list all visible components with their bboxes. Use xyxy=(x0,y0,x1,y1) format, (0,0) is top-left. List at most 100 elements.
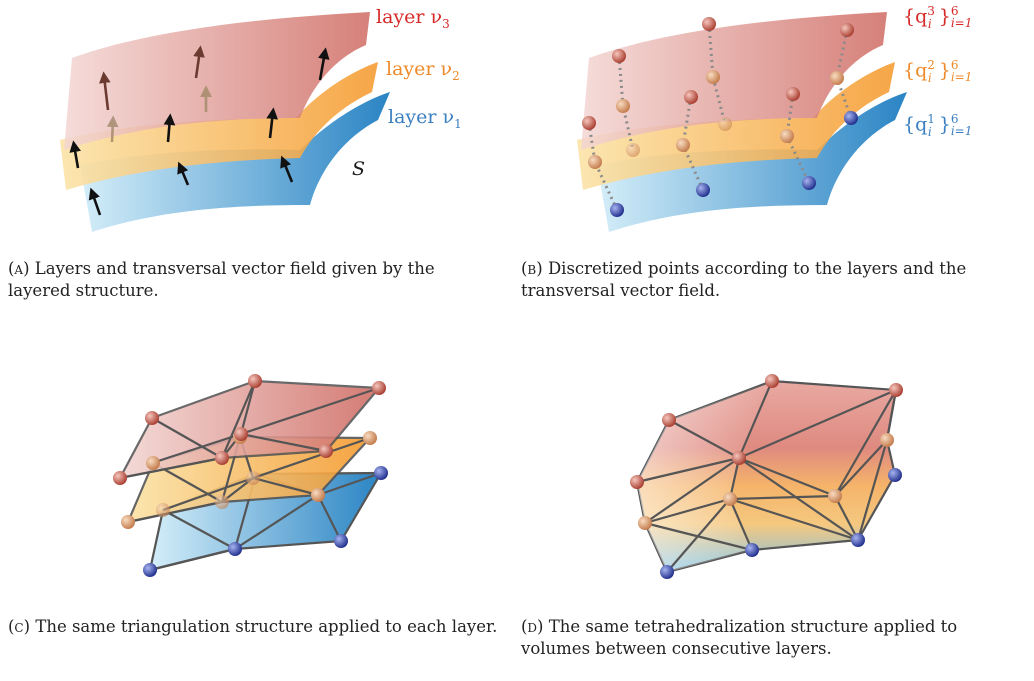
mesh-edge xyxy=(856,439,889,541)
arrow xyxy=(163,113,176,143)
mesh-vertices xyxy=(113,374,388,577)
points-layer-2 xyxy=(588,70,844,169)
vertex-layer-1 xyxy=(334,534,348,548)
layer-2-surface xyxy=(577,62,895,190)
panel-b: {q3i} 6 i=1 {q2i} 6 i=1 {q1i} 6 i=1 (b) Discre… xyxy=(517,0,1034,330)
vertex-layer-2 xyxy=(215,495,229,509)
mesh-edge xyxy=(834,389,897,497)
panel-d: (d) The same tetrahedralization structur… xyxy=(517,360,1034,681)
layer-2-surface xyxy=(60,62,378,190)
point-q1 xyxy=(626,143,640,157)
point-q2 xyxy=(676,138,690,152)
point-q2 xyxy=(616,99,630,113)
point-q1 xyxy=(610,203,624,217)
vertex-layer-3 xyxy=(732,451,746,465)
point-q3 xyxy=(582,116,596,130)
vertex-layer-2 xyxy=(311,488,325,502)
arrow xyxy=(106,115,119,143)
vertex-layer-2 xyxy=(638,516,652,530)
vertex-layer-2 xyxy=(723,492,737,506)
arrow xyxy=(99,71,111,111)
layer-1-label: layer ν1 xyxy=(388,106,462,131)
arrow xyxy=(266,107,279,139)
panel-d-figure xyxy=(630,374,903,579)
mesh-edge xyxy=(644,457,740,524)
arrow xyxy=(318,47,330,81)
panel-b-figure xyxy=(577,12,907,232)
vertex-layer-1 xyxy=(888,468,902,482)
point-q3 xyxy=(684,90,698,104)
set-1-label: {q1i} 6 i=1 xyxy=(903,112,973,140)
panel-c: (c) The same triangulation structure app… xyxy=(0,360,517,681)
mesh-edge xyxy=(151,432,242,465)
point-q2 xyxy=(830,71,844,85)
arrow xyxy=(177,161,190,186)
vertex-layer-3 xyxy=(662,413,676,427)
vertex-layer-2 xyxy=(363,431,377,445)
points-layer-1 xyxy=(610,111,858,217)
point-q2 xyxy=(780,129,794,143)
vertex-layer-3 xyxy=(248,374,262,388)
arrow xyxy=(69,140,81,169)
layer-2-label: layer ν2 xyxy=(386,58,460,83)
caption-a: (a) Layers and transversal vector field … xyxy=(8,259,435,300)
caption-b: (b) Discretized points according to the … xyxy=(521,259,967,300)
vertex-layer-3 xyxy=(234,427,248,441)
layer-3-surface xyxy=(581,12,887,150)
volume-highlight xyxy=(637,381,772,572)
mesh-edge xyxy=(162,476,254,512)
panel-a: layer ν3 layer ν2 layer ν1 S (a) Layers … xyxy=(0,0,517,330)
mesh-edge xyxy=(644,521,753,552)
vertex-layer-1 xyxy=(374,466,388,480)
arrow xyxy=(193,45,205,79)
panel-c-figure xyxy=(113,374,388,577)
vertex-layer-3 xyxy=(319,444,333,458)
mesh-edge xyxy=(149,547,236,572)
point-q2 xyxy=(588,155,602,169)
point-q2 xyxy=(706,70,720,84)
vertex-layer-3 xyxy=(765,374,779,388)
vertex-layer-2 xyxy=(146,456,160,470)
panel-a-figure xyxy=(60,12,390,232)
dotted-line xyxy=(707,23,727,125)
transversal-arrows xyxy=(69,45,330,216)
vertex-layer-1 xyxy=(228,542,242,556)
points-layer-3 xyxy=(582,17,854,130)
layer-1-surface xyxy=(80,92,390,232)
point-q3 xyxy=(786,87,800,101)
vertex-layer-1 xyxy=(851,533,865,547)
vertex-layer-3 xyxy=(113,471,127,485)
point-q1 xyxy=(718,117,732,131)
point-q3 xyxy=(840,23,854,37)
point-q1 xyxy=(802,176,816,190)
vertex-layer-3 xyxy=(215,451,229,465)
surface-label: S xyxy=(352,158,366,180)
vertex-layer-2 xyxy=(246,471,260,485)
mesh-edge xyxy=(738,457,859,541)
point-q3 xyxy=(702,17,716,31)
point-q3 xyxy=(612,49,626,63)
set-2-label: {q2i} 6 i=1 xyxy=(903,58,973,86)
set-3-label: {q3i} 6 i=1 xyxy=(903,4,973,32)
caption-c: (c) The same triangulation structure app… xyxy=(8,617,498,636)
vertex-layer-2 xyxy=(828,489,842,503)
layer-3-surface xyxy=(64,12,370,150)
mesh-edge xyxy=(738,388,897,460)
arrow xyxy=(88,187,102,216)
point-q1 xyxy=(844,111,858,125)
dotted-line xyxy=(587,122,619,211)
vertex-layer-2 xyxy=(880,433,894,447)
vertex-layer-1 xyxy=(745,543,759,557)
vertex-layer-3 xyxy=(630,475,644,489)
caption-d: (d) The same tetrahedralization structur… xyxy=(521,617,958,658)
arrow xyxy=(280,155,294,183)
vertex-layer-1 xyxy=(660,565,674,579)
mesh-edge xyxy=(729,497,859,542)
point-q1 xyxy=(696,183,710,197)
vertex-layer-3 xyxy=(145,411,159,425)
vertex-layer-2 xyxy=(156,503,170,517)
vertex-layer-3 xyxy=(372,381,386,395)
layer-1-surface xyxy=(597,92,907,232)
mesh-edge xyxy=(119,456,223,480)
layer-3-label: layer ν3 xyxy=(376,6,450,31)
